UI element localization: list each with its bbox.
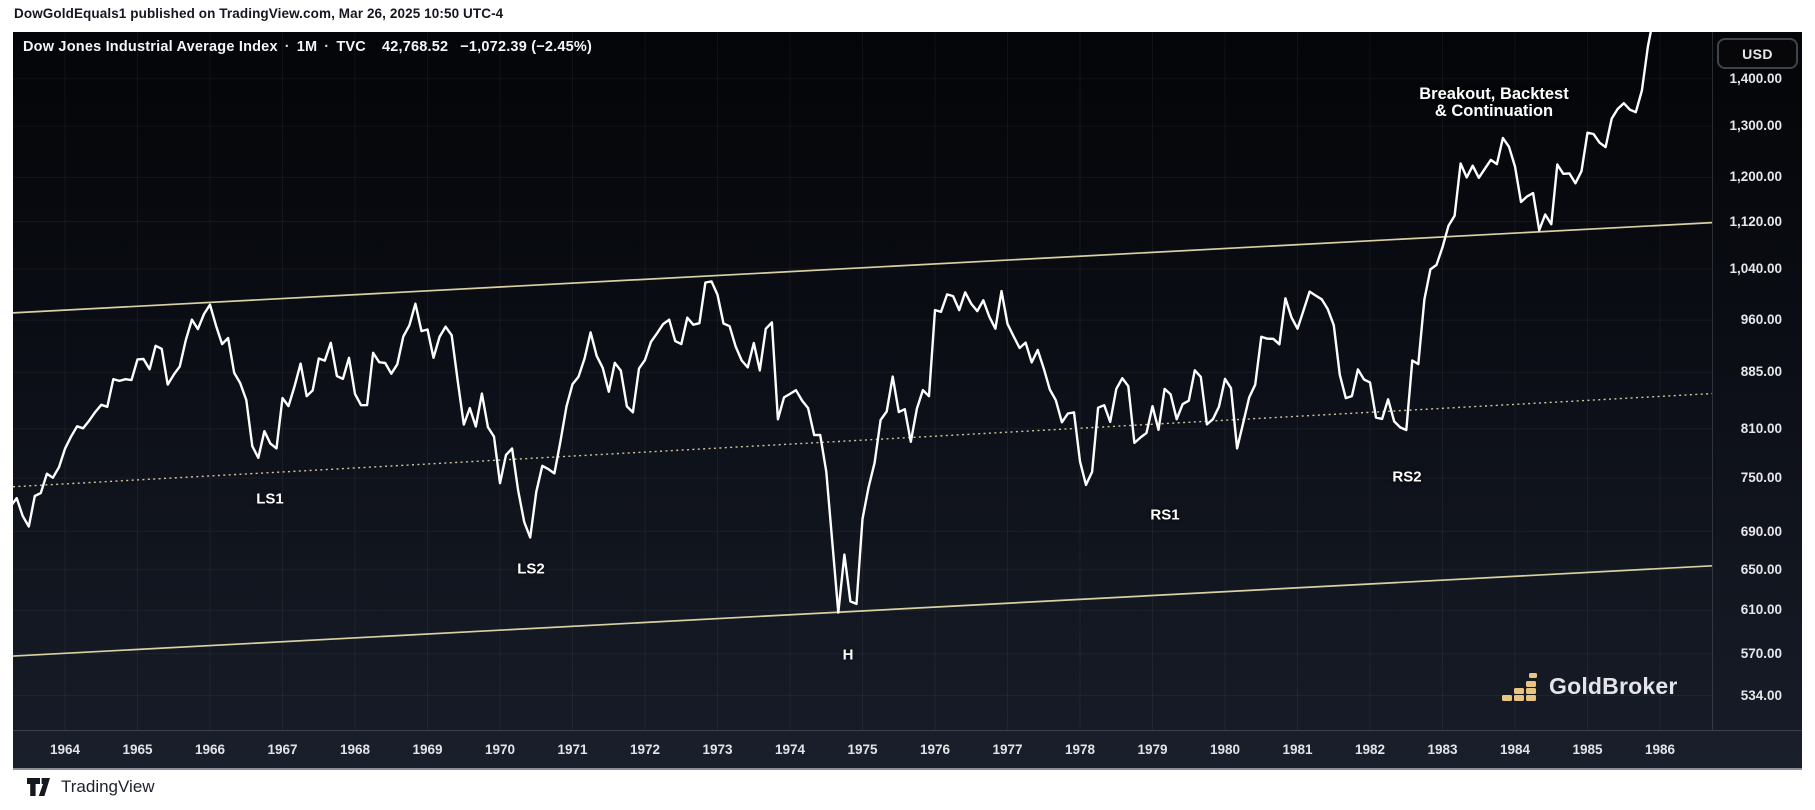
goldbroker-logo-text: GoldBroker bbox=[1549, 673, 1678, 699]
tradingview-logo-icon bbox=[27, 778, 50, 796]
exchange-label: TVC bbox=[336, 39, 366, 55]
annotation-rs2: RS2 bbox=[1392, 468, 1422, 486]
year-axis-label: 1974 bbox=[774, 742, 806, 757]
year-axis-label: 1985 bbox=[1572, 742, 1603, 757]
price-axis-label: 1,400.00 bbox=[1729, 70, 1782, 86]
price-axis-label: 1,120.00 bbox=[1729, 213, 1782, 229]
year-axis-label: 1967 bbox=[267, 742, 298, 757]
price-axis-label: 960.00 bbox=[1740, 312, 1782, 328]
annotation-ls2: LS2 bbox=[517, 560, 545, 578]
price-axis-label: 1,040.00 bbox=[1729, 260, 1782, 276]
price-change-value: −1,072.39 (−2.45%) bbox=[460, 39, 593, 55]
year-axis-label: 1973 bbox=[702, 742, 733, 757]
price-axis-label: 570.00 bbox=[1740, 645, 1782, 661]
price-axis-label: 810.00 bbox=[1740, 420, 1782, 436]
year-axis-label: 1964 bbox=[49, 742, 81, 757]
gold-bars-icon bbox=[1502, 672, 1540, 701]
year-axis-label: 1978 bbox=[1064, 742, 1096, 757]
annotation-h: H bbox=[842, 646, 854, 664]
interval-label: 1M bbox=[296, 39, 318, 55]
chart-box: Dow Jones Industrial Average Index · 1M · TV… bbox=[13, 32, 1802, 770]
year-axis-label: 1972 bbox=[629, 742, 661, 757]
year-axis-label: 1982 bbox=[1354, 742, 1386, 757]
year-axis-label: 1983 bbox=[1427, 742, 1458, 757]
year-axis-label: 1979 bbox=[1137, 742, 1168, 757]
annotation-breakout: Breakout, Backtest & Continuation bbox=[1419, 86, 1568, 120]
year-axis-label: 1981 bbox=[1282, 742, 1313, 757]
gridlines bbox=[13, 32, 1712, 730]
price-axis-label: 1,300.00 bbox=[1729, 118, 1782, 134]
separator-dot: · bbox=[284, 39, 290, 55]
price-axis-label: 610.00 bbox=[1740, 602, 1782, 618]
trendline-channel-bottom bbox=[13, 564, 1712, 657]
annotation-rs1: RS1 bbox=[1150, 506, 1180, 524]
year-axis-label: 1965 bbox=[122, 742, 153, 757]
price-axis-label: 534.00 bbox=[1740, 687, 1782, 703]
separator-dot: · bbox=[324, 39, 330, 55]
chart-pane[interactable] bbox=[13, 32, 1712, 730]
year-axis-label: 1975 bbox=[847, 742, 878, 757]
year-axis-label: 1986 bbox=[1644, 742, 1676, 757]
currency-usd-button[interactable]: USD bbox=[1717, 38, 1798, 69]
symbol-title: Dow Jones Industrial Average Index bbox=[23, 39, 278, 55]
price-axis-label: 650.00 bbox=[1740, 561, 1782, 577]
price-axis-label: 690.00 bbox=[1740, 523, 1782, 539]
year-axis-label: 1980 bbox=[1209, 742, 1241, 757]
year-axis-label: 1984 bbox=[1499, 742, 1531, 757]
price-line-series bbox=[13, 32, 1652, 614]
year-axis-label: 1976 bbox=[919, 742, 951, 757]
annotation-ls1: LS1 bbox=[256, 490, 284, 508]
price-axis-label: 1,200.00 bbox=[1729, 169, 1782, 185]
price-axis-label: 885.00 bbox=[1740, 364, 1782, 380]
channel-trendlines bbox=[13, 221, 1712, 657]
year-axis-label: 1977 bbox=[992, 742, 1023, 757]
attribution-text: DowGoldEquals1 published on TradingView.… bbox=[14, 6, 504, 21]
time-axis-scale[interactable]: 1964 1965 1966 1967 1968 1969 1970 1971 1972 1973… bbox=[13, 730, 1802, 769]
annotation-breakout-line2: & Continuation bbox=[1434, 102, 1554, 120]
year-axis-label: 1968 bbox=[339, 742, 371, 757]
year-axis-label: 1971 bbox=[557, 742, 588, 757]
annotation-breakout-line1: Breakout, Backtest bbox=[1419, 85, 1569, 103]
trendline-channel-top bbox=[13, 221, 1712, 314]
tradingview-attribution[interactable]: TradingView bbox=[27, 777, 155, 797]
chart-legend[interactable]: Dow Jones Industrial Average Index · 1M · TV… bbox=[23, 39, 592, 55]
goldbroker-watermark[interactable]: GoldBroker bbox=[1502, 672, 1678, 701]
year-axis-label: 1970 bbox=[484, 742, 516, 757]
year-axis-label: 1966 bbox=[194, 742, 226, 757]
last-price-value: 42,768.52 bbox=[381, 39, 449, 55]
tradingview-logo-text: TradingView bbox=[61, 777, 155, 796]
price-axis-label: 750.00 bbox=[1740, 470, 1782, 486]
year-axis-label: 1969 bbox=[412, 742, 443, 757]
price-axis-scale[interactable]: 1,400.00 1,300.00 1,200.00 1,120.00 1,040.00… bbox=[1712, 32, 1803, 730]
